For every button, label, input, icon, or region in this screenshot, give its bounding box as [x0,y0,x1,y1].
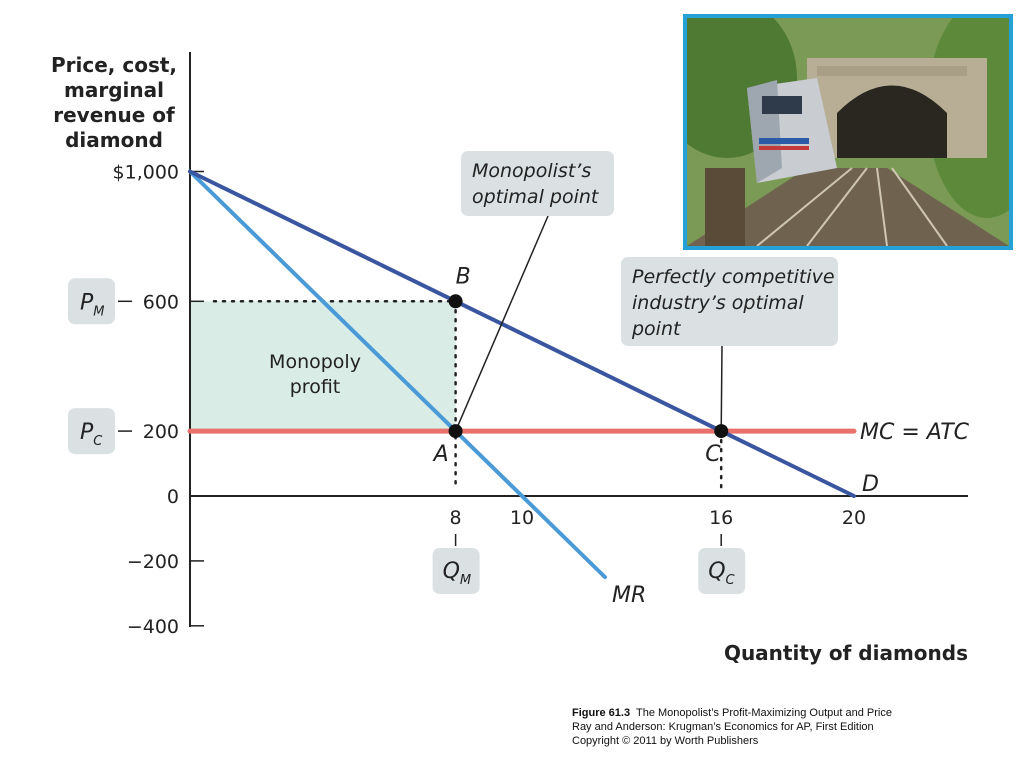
y-axis-label: Price, cost, marginal revenue of diamond [51,53,177,152]
price-marker-box-m [68,278,115,325]
profit-label-line-1: Monopoly [269,351,361,373]
y-tick-label-0: $1,000 [113,162,179,184]
series-label-mc-atc: MC = ATC [860,420,970,445]
point-c [714,424,729,439]
y-axis-label-line-2: marginal [64,78,164,102]
series-lines [187,169,857,580]
caption-line-2: Ray and Anderson: Krugman’s Economics fo… [572,721,874,733]
x-tick-label-3: 20 [842,507,866,529]
series-label-mr: MR [612,583,646,608]
series-line-mr [188,169,607,580]
axis-markers: PM PC QM QC [68,278,746,594]
point-a [448,424,463,439]
annotation-leader-competitive [720,345,723,432]
annotation-text-monopolist-1: optimal point [472,186,600,208]
y-tick-label-2: 200 [143,421,179,443]
x-tick-label-2: 16 [709,507,733,529]
train-photo-icon [687,18,1009,246]
figure-caption: Figure 61.3 The Monopolist’s Profit-Maxi… [572,706,1012,748]
quantity-marker-label-c: QC [708,559,735,588]
annotation-text-competitive-2: point [631,318,682,340]
series-label-d: D [862,472,879,497]
annotation-text-competitive-0: Perfectly competitive [632,266,835,288]
profit-label: Monopoly profit [269,351,361,398]
x-axis-label: Quantity of diamonds [724,641,968,665]
annotation-text-competitive-1: industry’s optimal [632,292,804,314]
y-tick-label-3: 0 [167,486,179,508]
point-b [448,294,463,309]
point-label-c: C [705,442,721,467]
y-tick-label-5: −400 [127,616,179,638]
annotation-leader-monopolist [454,215,549,432]
quantity-marker-box-m [432,548,480,594]
point-label-a: A [432,442,449,467]
x-ticks: 8 10 16 20 [450,507,867,529]
series-line-d [188,169,856,498]
point-label-b: B [456,264,471,289]
y-axis-label-line-1: Price, cost, [51,53,177,77]
guide-lines [212,300,723,492]
x-tick-label-1: 10 [510,507,534,529]
y-tick-label-1: 600 [143,291,179,313]
train-tunnel-photo [683,14,1013,250]
y-tick-label-4: −200 [127,551,179,573]
y-axis-label-line-3: revenue of [53,103,175,127]
price-marker-box-c [68,408,115,455]
caption-figure-label: Figure 61.3 [572,707,631,719]
caption-line-3: Copyright © 2011 by Worth Publishers [572,735,759,747]
series-labels: D MR MC = ATC [612,420,970,608]
caption-line-1: Figure 61.3 The Monopolist’s Profit-Maxi… [572,706,1012,720]
y-axis-label-line-4: diamond [65,128,163,152]
annotation-box-monopolist [461,151,614,216]
price-marker-label-c: PC [80,420,103,449]
price-marker-label-m: PM [80,290,105,319]
quantity-marker-label-m: QM [443,559,472,588]
profit-label-line-2: profit [290,376,341,398]
annotation-box-competitive [621,257,838,346]
data-points: A B C [432,264,729,467]
monopoly-profit-area [190,301,456,432]
caption-title: The Monopolist’s Profit-Maximizing Outpu… [636,707,892,719]
x-tick-label-0: 8 [450,507,462,529]
y-ticks: $1,000 600 200 0 −200 −400 [113,162,204,638]
annotation-text-monopolist-0: Monopolist’s [472,160,591,182]
annotations: Monopolist’s optimal point Perfectly compe… [454,151,838,432]
quantity-marker-box-c [698,548,746,594]
